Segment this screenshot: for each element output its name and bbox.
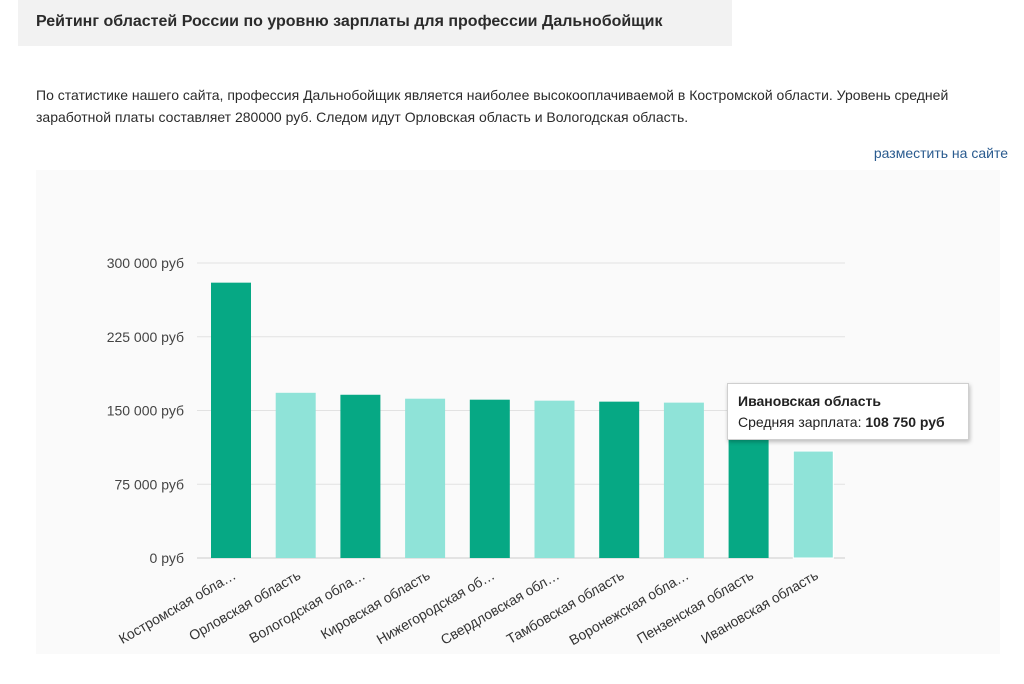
x-category-label: Воронежская обла… <box>566 567 691 648</box>
tooltip-line: Средняя зарплата: 108 750 руб <box>738 414 945 430</box>
x-category-label: Кировская область <box>318 567 433 643</box>
chart-tooltip: Ивановская область Средняя зарплата: 108… <box>727 383 969 440</box>
bar[interactable] <box>405 398 446 558</box>
page-title: Рейтинг областей России по уровню зарпла… <box>36 13 663 30</box>
x-category-label: Орловская область <box>186 567 303 644</box>
tooltip-value: 108 750 руб <box>865 414 945 430</box>
x-category-label: Нижегородская об… <box>374 567 498 648</box>
bar[interactable] <box>792 450 834 559</box>
y-tick-label: 225 000 руб <box>107 329 184 345</box>
x-category-label: Пензенская область <box>634 567 756 647</box>
x-category-label: Свердловская обл… <box>438 567 562 648</box>
header-bar <box>18 0 732 46</box>
embed-on-site-link[interactable]: разместить на сайте <box>873 145 1008 161</box>
y-tick-label: 0 руб <box>150 550 184 566</box>
bar[interactable] <box>728 438 769 558</box>
y-tick-label: 300 000 руб <box>107 255 184 271</box>
x-category-label: Вологодская обла… <box>246 567 368 646</box>
y-tick-label: 75 000 руб <box>114 476 184 492</box>
bar[interactable] <box>275 392 316 558</box>
bar[interactable] <box>534 400 575 558</box>
bar[interactable] <box>211 282 251 558</box>
tooltip-title: Ивановская область <box>738 393 881 409</box>
x-category-label: Костромская обла… <box>116 567 239 647</box>
description-text: По статистике нашего сайта, профессия Да… <box>36 87 949 125</box>
x-category-label: Тамбовская область <box>504 567 627 647</box>
tooltip-label: Средняя зарплата: <box>738 414 862 430</box>
bar[interactable] <box>663 402 704 558</box>
bar[interactable] <box>340 394 381 558</box>
y-tick-label: 150 000 руб <box>107 403 184 419</box>
bar[interactable] <box>469 399 510 558</box>
bar[interactable] <box>599 401 640 558</box>
x-category-label: Ивановская область <box>698 567 821 647</box>
